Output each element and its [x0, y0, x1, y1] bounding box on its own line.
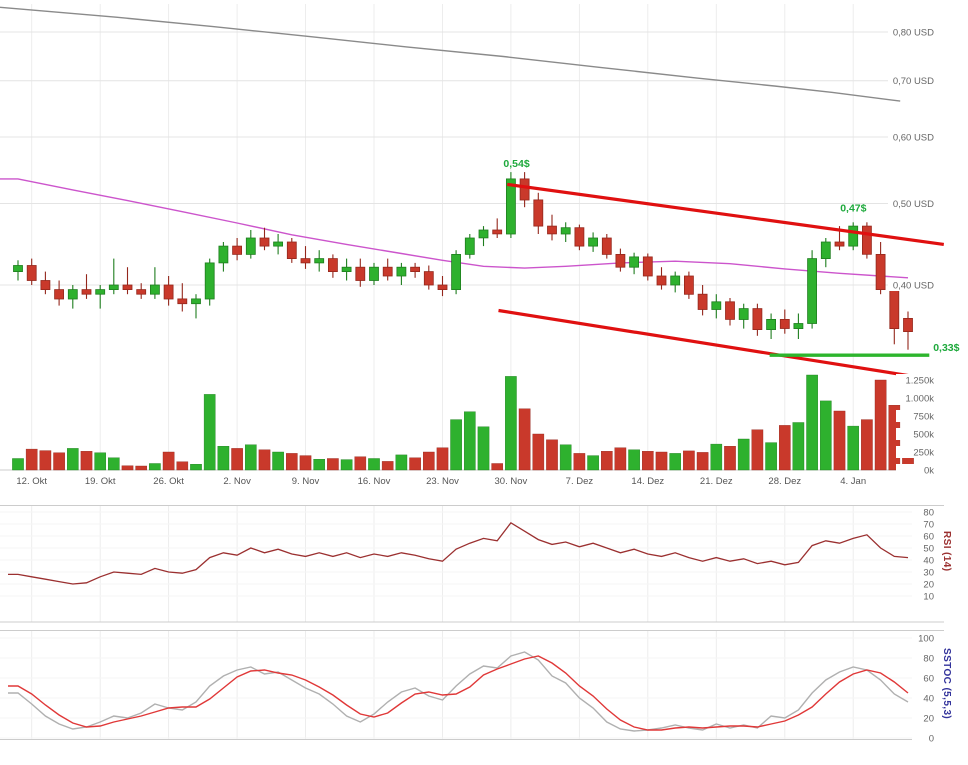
svg-text:60: 60	[923, 674, 934, 685]
svg-text:28. Dez: 28. Dez	[768, 476, 801, 487]
rsi-axis-title: RSI (14)	[941, 531, 952, 572]
svg-text:750k: 750k	[913, 412, 934, 423]
svg-text:12. Okt: 12. Okt	[16, 476, 47, 487]
svg-text:0,47$: 0,47$	[840, 203, 866, 215]
svg-text:0k: 0k	[924, 466, 934, 477]
panel-borders	[0, 469, 944, 740]
candles	[13, 172, 913, 350]
svg-text:0,40 USD: 0,40 USD	[893, 281, 934, 292]
channel-lower-line	[498, 308, 940, 382]
x-axis-labels: 12. Okt 19. Okt 26. Okt 2. Nov 9. Nov 16. Nov…	[16, 476, 866, 487]
svg-text:2. Nov: 2. Nov	[223, 476, 251, 487]
svg-text:10: 10	[923, 592, 934, 603]
svg-text:50: 50	[923, 544, 934, 555]
price-annotations: 0,54$ 0,47$ 0,33$	[503, 158, 959, 354]
svg-text:80: 80	[923, 508, 934, 519]
trend-line-gray	[0, 6, 901, 102]
svg-text:100: 100	[918, 634, 934, 645]
svg-text:4. Jan: 4. Jan	[840, 476, 866, 487]
svg-text:0: 0	[929, 734, 934, 745]
svg-text:14. Dez: 14. Dez	[631, 476, 664, 487]
svg-text:9. Nov: 9. Nov	[292, 476, 320, 487]
svg-text:26. Okt: 26. Okt	[153, 476, 184, 487]
sstoc-d-line	[8, 655, 909, 731]
svg-text:0,60 USD: 0,60 USD	[893, 133, 934, 144]
svg-text:40: 40	[923, 556, 934, 567]
svg-text:70: 70	[923, 520, 934, 531]
svg-text:40: 40	[923, 694, 934, 705]
channel-upper-line	[506, 182, 945, 246]
svg-text:7. Dez: 7. Dez	[566, 476, 594, 487]
volume-axis-labels: 1.250k 1.000k 750k 500k 250k 0k	[896, 374, 944, 477]
volume-bars	[12, 374, 914, 471]
sstoc-axis-title: SSTOC (5,5,3)	[941, 648, 952, 720]
svg-text:16. Nov: 16. Nov	[358, 476, 391, 487]
price-axis-labels: 0,80 USD 0,70 USD 0,60 USD 0,50 USD 0,40 USD	[888, 26, 944, 292]
svg-text:1.000k: 1.000k	[905, 394, 934, 405]
svg-text:60: 60	[923, 532, 934, 543]
svg-text:80: 80	[923, 654, 934, 665]
svg-text:0,33$: 0,33$	[933, 342, 959, 354]
svg-text:19. Okt: 19. Okt	[85, 476, 116, 487]
svg-text:20: 20	[923, 580, 934, 591]
svg-text:1.250k: 1.250k	[905, 376, 934, 387]
svg-text:21. Dez: 21. Dez	[700, 476, 733, 487]
svg-text:0,50 USD: 0,50 USD	[893, 199, 934, 210]
svg-text:20: 20	[923, 714, 934, 725]
svg-text:500k: 500k	[913, 430, 934, 441]
sstoc-k-line	[8, 651, 909, 732]
vertical-gridlines	[31, 4, 854, 739]
indicator-gridlines	[0, 511, 944, 739]
svg-text:30: 30	[923, 568, 934, 579]
svg-text:0,80 USD: 0,80 USD	[893, 28, 934, 39]
moving-average-line	[0, 178, 909, 279]
svg-text:23. Nov: 23. Nov	[426, 476, 459, 487]
rsi-line	[8, 521, 909, 585]
sstoc-axis-labels: 100 80 60 40 20 0	[912, 632, 944, 745]
svg-text:0,70 USD: 0,70 USD	[893, 76, 934, 87]
svg-text:30. Nov: 30. Nov	[495, 476, 528, 487]
svg-text:250k: 250k	[913, 448, 934, 459]
svg-text:0,54$: 0,54$	[503, 158, 529, 170]
